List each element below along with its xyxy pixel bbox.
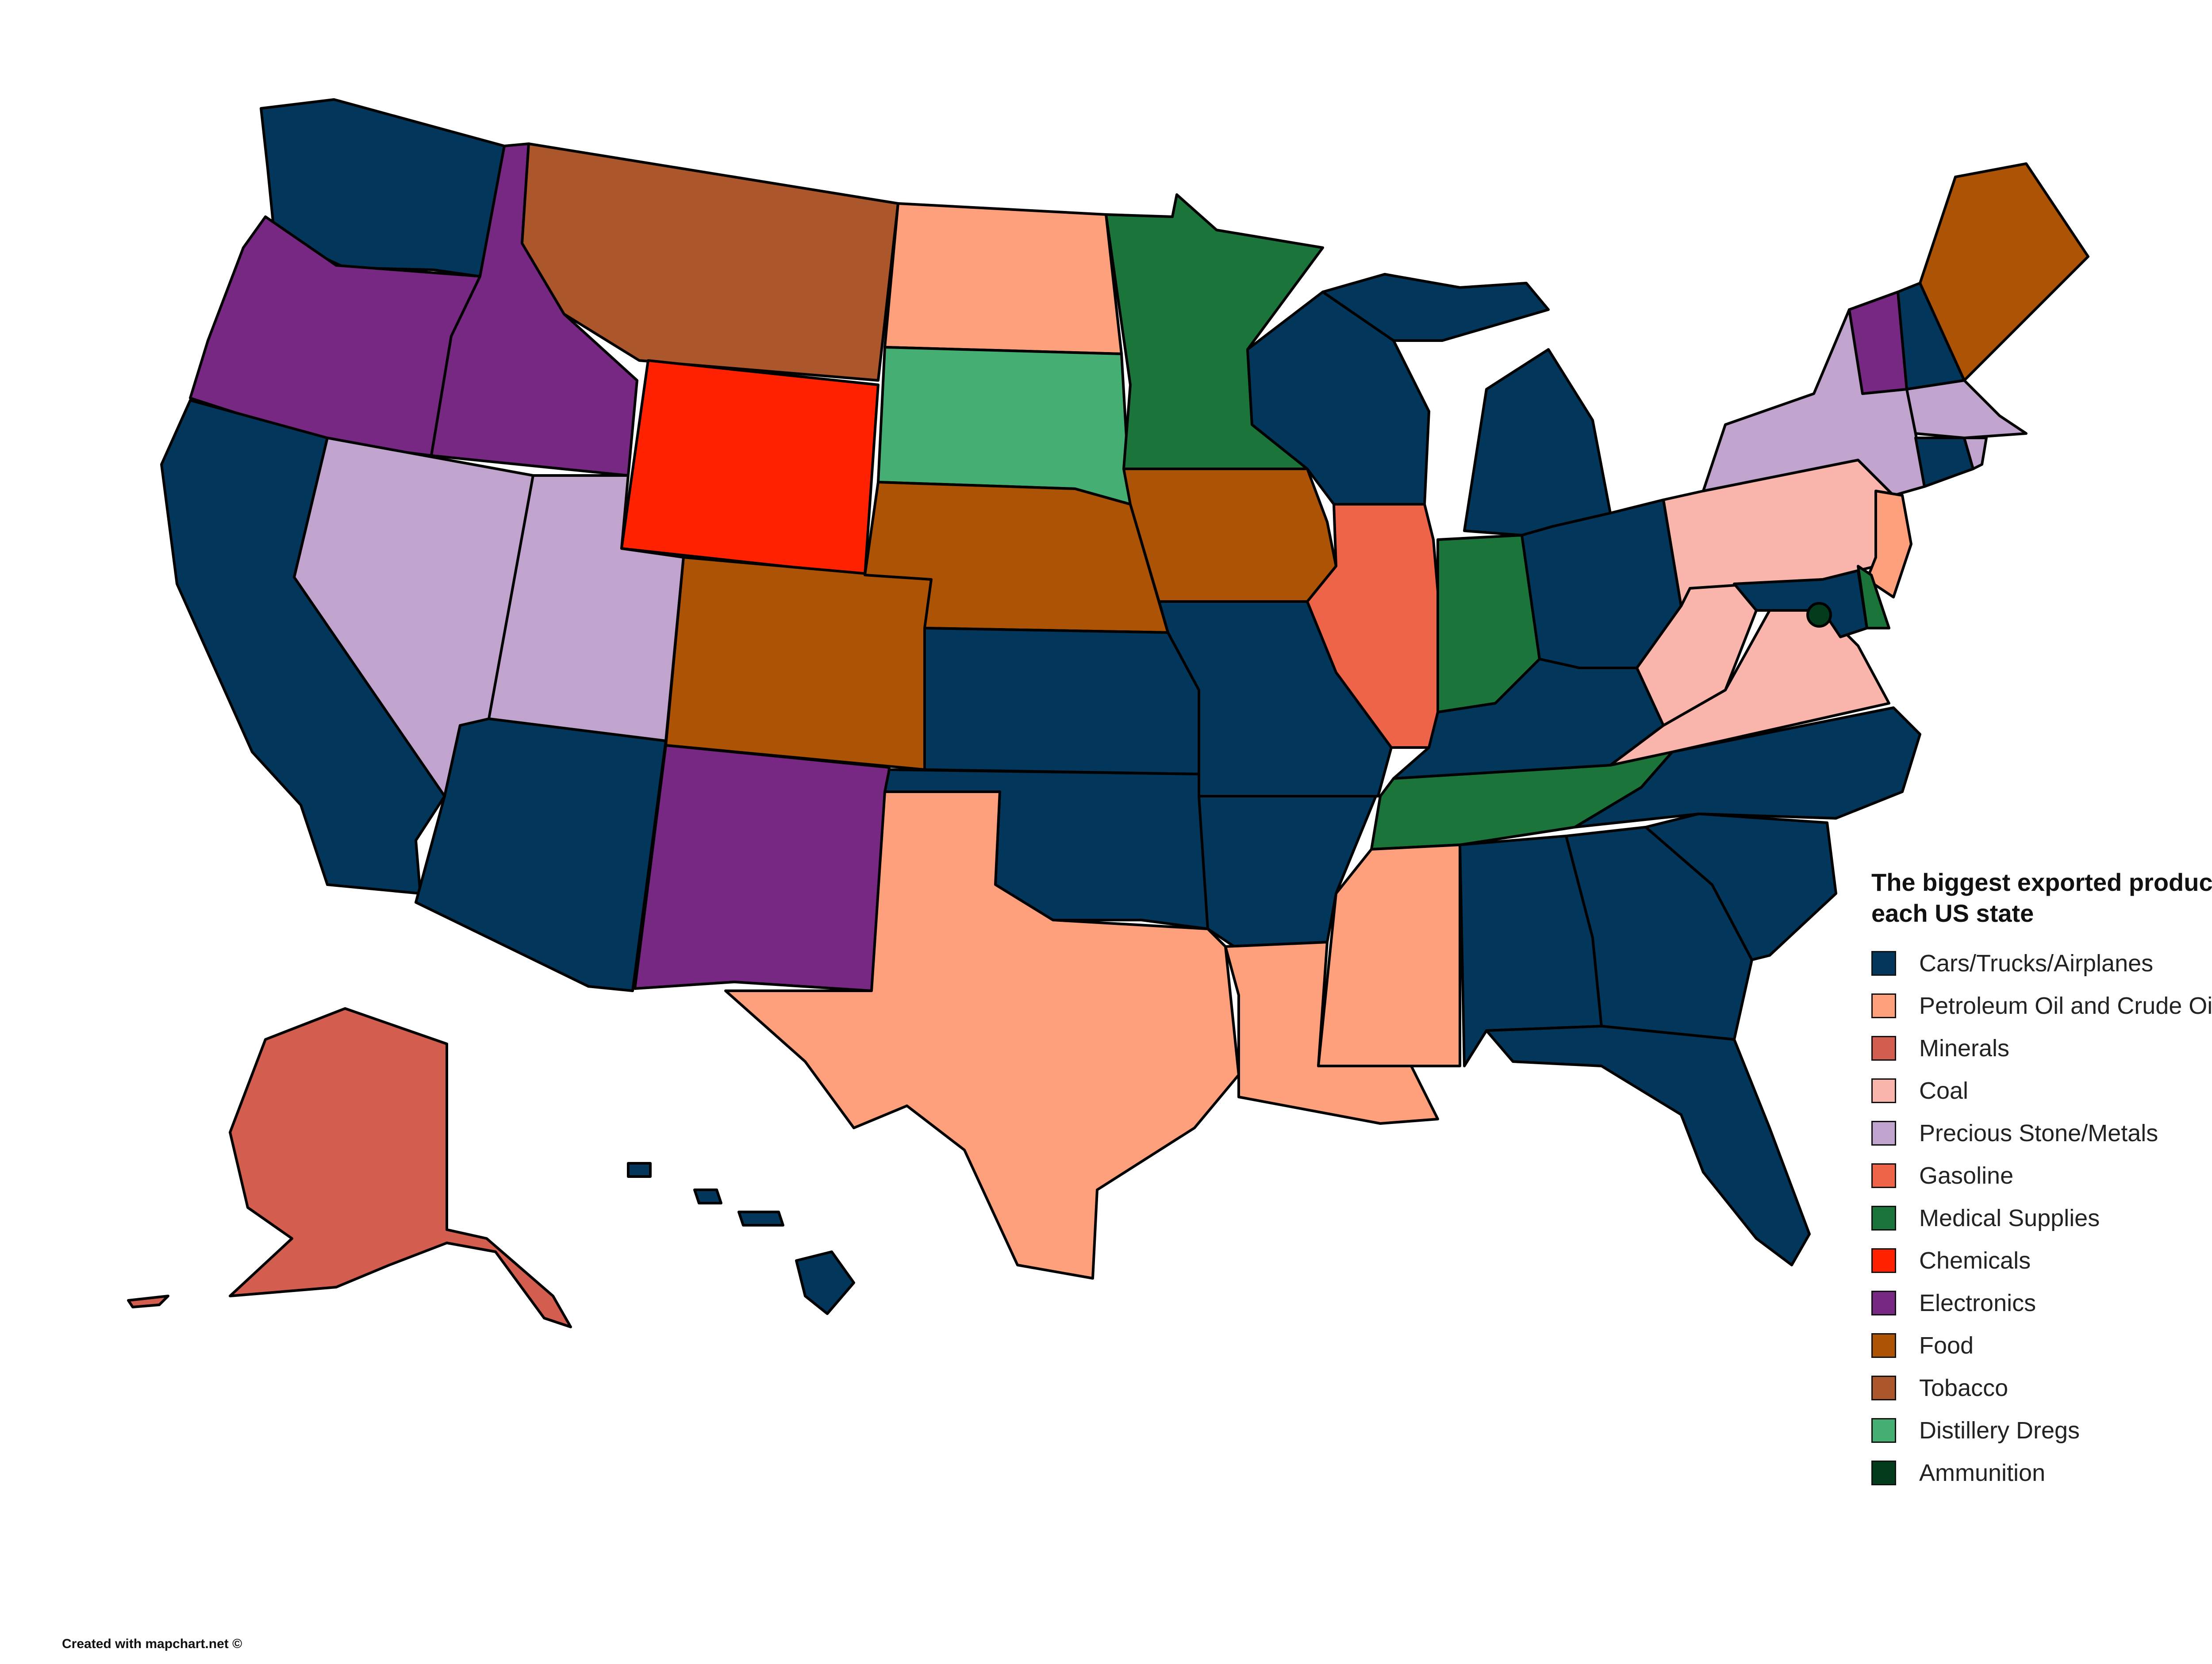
legend-swatch	[1871, 1078, 1896, 1103]
legend-label: Ammunition	[1919, 1460, 2046, 1486]
state-hi-maui	[737, 1211, 784, 1227]
state-ks	[923, 627, 1200, 775]
legend-item: Medical Supplies	[1871, 1197, 2212, 1239]
state-ia	[1122, 468, 1337, 603]
legend-item: Petroleum Oil and Crude Oil	[1871, 985, 2212, 1027]
legend-swatch	[1871, 1206, 1896, 1231]
state-mi	[1463, 348, 1612, 537]
legend-swatch	[1871, 1333, 1896, 1358]
legend-item: Minerals	[1871, 1027, 2212, 1070]
legend-swatch	[1871, 1163, 1896, 1188]
state-la	[1224, 941, 1439, 1125]
state-ak	[229, 1007, 572, 1328]
legend-label: Tobacco	[1919, 1375, 2008, 1401]
legend-item: Coal	[1871, 1070, 2212, 1112]
legend-swatch	[1871, 1121, 1896, 1146]
state-nd	[883, 202, 1123, 355]
legend-label: Distillery Dregs	[1919, 1417, 2080, 1444]
credit-text: Created with mapchart.net ©	[62, 1637, 242, 1651]
legend-item: Distillery Dregs	[1871, 1409, 2212, 1452]
state-wy	[620, 359, 879, 576]
state-hi-oahu	[693, 1189, 722, 1204]
legend-title: The biggest exported product of each US …	[1871, 868, 2212, 927]
legend-item: Chemicals	[1871, 1239, 2212, 1282]
state-nm	[634, 744, 891, 992]
state-co	[664, 556, 933, 771]
state-ma	[1905, 379, 2028, 439]
legend-label: Electronics	[1919, 1290, 2036, 1316]
legend-swatch	[1871, 1248, 1896, 1273]
legend-item: Cars/Trucks/Airplanes	[1871, 942, 2212, 985]
legend-swatch	[1871, 1461, 1896, 1485]
state-il	[1306, 503, 1448, 749]
legend-label: Food	[1919, 1332, 1974, 1359]
map-legend: The biggest exported product of each US …	[1871, 867, 2212, 1494]
state-fl	[1485, 1025, 1811, 1266]
legend-swatch	[1871, 1291, 1896, 1315]
state-dc	[1806, 602, 1832, 628]
state-nc	[1574, 706, 1921, 828]
legend-label: Chemicals	[1919, 1247, 2031, 1274]
legend-label: Minerals	[1919, 1035, 2010, 1062]
legend-items: Cars/Trucks/Airplanes Petroleum Oil and …	[1871, 942, 2212, 1494]
state-hi-kauai	[627, 1162, 652, 1178]
legend-label: Coal	[1919, 1077, 1969, 1104]
legend-item: Food	[1871, 1324, 2212, 1367]
legend-item: Gasoline	[1871, 1154, 2212, 1197]
state-tx	[724, 790, 1240, 1280]
state-ct	[1914, 437, 1974, 488]
legend-item: Ammunition	[1871, 1452, 2212, 1494]
state-az	[415, 717, 667, 992]
legend-label: Cars/Trucks/Airplanes	[1919, 950, 2154, 977]
state-sd	[877, 346, 1132, 506]
legend-swatch	[1871, 1376, 1896, 1400]
legend-label: Medical Supplies	[1919, 1205, 2100, 1231]
state-ri	[1963, 437, 1988, 470]
legend-item: Tobacco	[1871, 1367, 2212, 1409]
state-ak-chain	[127, 1295, 169, 1308]
legend-label: Gasoline	[1919, 1162, 2014, 1189]
state-md	[1733, 569, 1868, 638]
legend-swatch	[1871, 1418, 1896, 1443]
state-hi	[795, 1250, 855, 1315]
legend-swatch	[1871, 993, 1896, 1018]
legend-swatch	[1871, 951, 1896, 976]
state-wa	[260, 98, 506, 278]
legend-label: Petroleum Oil and Crude Oil	[1919, 993, 2212, 1019]
legend-item: Precious Stone/Metals	[1871, 1112, 2212, 1154]
state-nj	[1866, 490, 1912, 598]
state-mi-upper	[1321, 273, 1550, 342]
legend-swatch	[1871, 1036, 1896, 1061]
legend-item: Electronics	[1871, 1282, 2212, 1324]
legend-label: Precious Stone/Metals	[1919, 1120, 2158, 1146]
